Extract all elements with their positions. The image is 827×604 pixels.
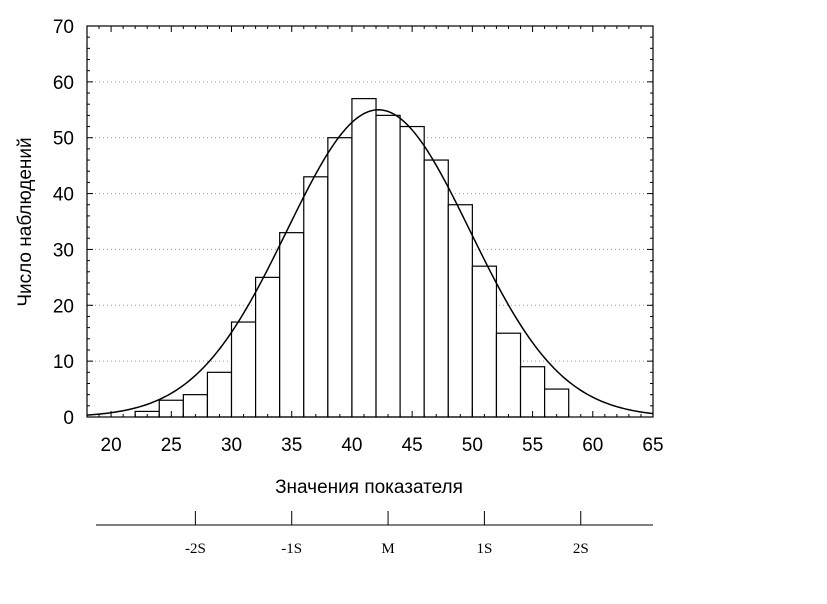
y-tick-label-50: 50 [53,129,74,150]
y-tick-label-40: 40 [53,185,74,206]
histogram-bar-14 [471,265,498,418]
sigma-tick-label-2: M [381,541,394,557]
histogram-bar-12 [423,159,449,418]
axis-ticks: 20 25 30 35 40 45 50 55 60 65 0 10 20 30 40 50 60 70 [53,17,664,456]
x-tick-label-25: 25 [161,435,182,456]
y-tick-label-0: 0 [63,408,74,429]
x-tick-label-35: 35 [281,435,302,456]
histogram-bar-17 [544,388,570,418]
histogram-bar-5 [254,276,281,418]
x-tick-label-55: 55 [522,435,543,456]
histogram-bar-16 [519,366,546,418]
x-tick-label-30: 30 [221,435,242,456]
x-tick-label-65: 65 [642,435,663,456]
histogram-bar-8 [327,137,353,418]
plot-frame [86,25,654,418]
y-tick-label-10: 10 [53,352,74,373]
x-tick-label-20: 20 [101,435,122,456]
histogram-bar-7 [303,176,329,418]
histogram-bar-13 [447,204,473,418]
x-axis-label: Значения показателя [275,477,463,498]
sigma-tick-label-0: -2S [185,541,206,557]
normal-curve-layer [86,109,654,416]
x-tick-label-45: 45 [402,435,423,456]
histogram-bar-9 [351,98,377,418]
histogram-bar-2 [182,394,209,418]
y-tick-label-70: 70 [53,17,74,38]
sigma-scale: -2S -1S M 1S 2S [96,511,653,557]
y-tick-label-20: 20 [53,296,74,317]
x-tick-label-50: 50 [462,435,483,456]
x-tick-label-40: 40 [341,435,362,456]
sigma-tick-label-4: 2S [573,541,589,557]
histogram-bar-15 [495,332,522,418]
histogram-bar-6 [279,232,305,418]
histogram-bar-4 [230,321,257,418]
y-axis-label: Число наблюдений [15,137,36,306]
x-tick-label-60: 60 [582,435,603,456]
y-tick-label-60: 60 [53,73,74,94]
histogram-bars [134,98,570,418]
histogram-bar-10 [375,114,401,418]
histogram-bar-3 [206,371,233,418]
histogram-bar-11 [399,125,425,418]
sigma-tick-label-3: 1S [476,541,492,557]
normal-curve [86,109,654,416]
y-tick-label-30: 30 [53,240,74,261]
sigma-tick-label-1: -1S [281,541,302,557]
